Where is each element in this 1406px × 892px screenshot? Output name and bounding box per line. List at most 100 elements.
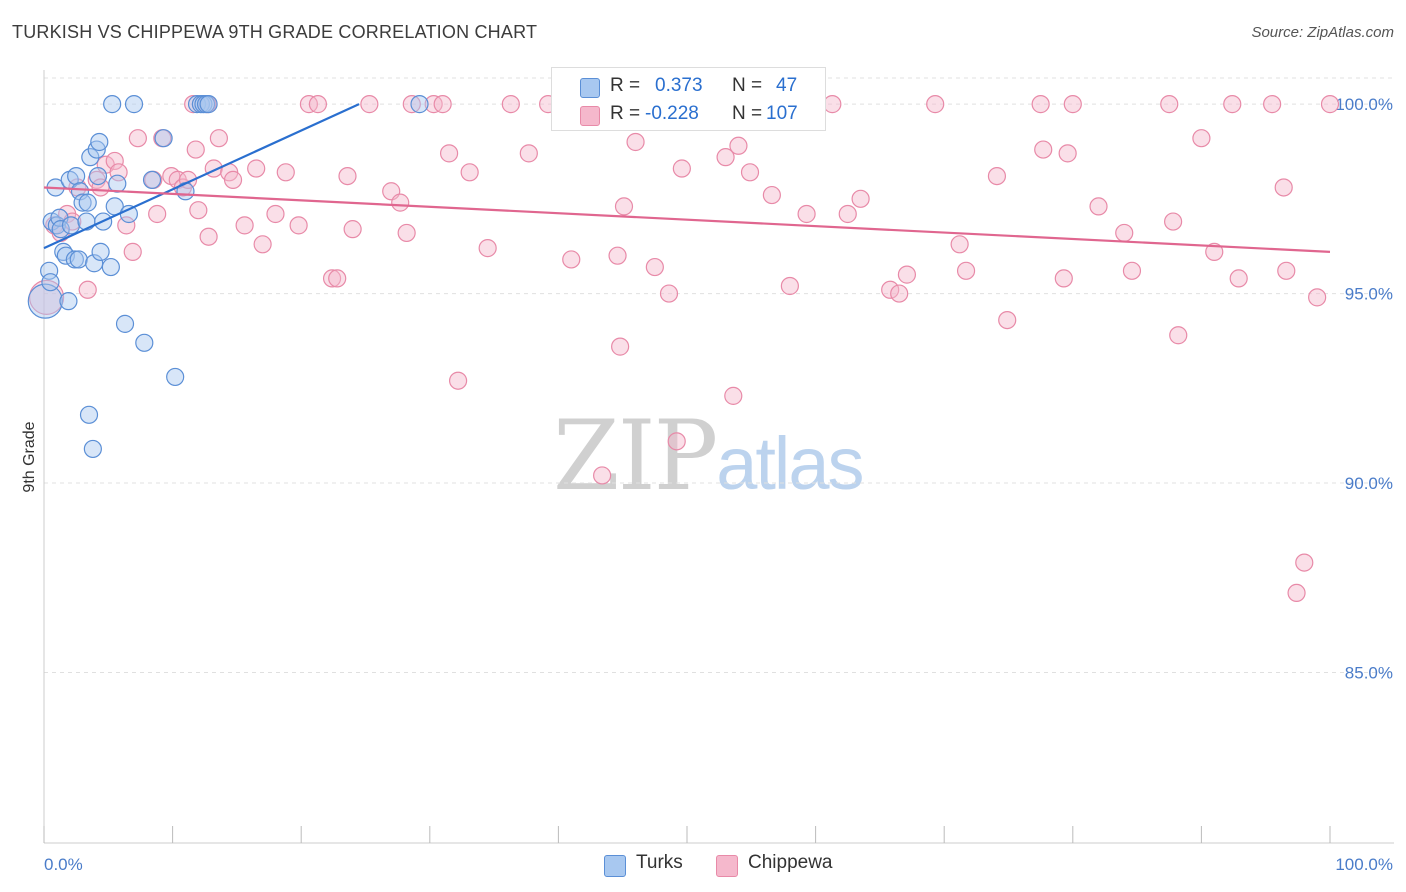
chippewa-point <box>593 466 612 485</box>
chippewa-point <box>611 337 630 356</box>
legend-swatch-chippewa <box>580 106 600 126</box>
turks-point <box>91 242 110 261</box>
chippewa-point <box>614 197 634 216</box>
chippewa-point <box>1263 95 1282 114</box>
chippewa-point <box>716 148 735 167</box>
chippewa-point <box>1031 95 1050 114</box>
chippewa-point <box>562 250 581 269</box>
chippewa-point <box>1205 242 1224 261</box>
chippewa-point <box>322 269 342 288</box>
legend-row-turks: R = 0.373 N = 47 <box>552 73 825 101</box>
y-tick-label: 85.0% <box>1345 663 1393 682</box>
chippewa-point <box>199 227 218 246</box>
legend-n-label: N = <box>732 103 763 124</box>
chippewa-point <box>247 159 266 178</box>
legend-swatch-chippewa <box>716 855 738 877</box>
series-legend: Turks Chippewa <box>0 852 1406 878</box>
y-tick-label: 95.0% <box>1345 285 1393 304</box>
turks-point <box>124 95 144 114</box>
x-tick-label: 0.0% <box>44 855 83 874</box>
chippewa-point <box>823 95 842 114</box>
chippewa-point <box>672 159 691 178</box>
chippewa-point <box>519 144 538 163</box>
chippewa-point <box>460 163 479 182</box>
chippewa-point <box>659 284 679 303</box>
y-tick-label: 100.0% <box>1335 95 1393 114</box>
y-tick-label: 90.0% <box>1345 474 1393 493</box>
turks-point <box>90 132 109 152</box>
chippewa-point <box>1277 261 1296 280</box>
chippewa-point <box>123 242 142 261</box>
chippewa-point <box>1122 261 1142 280</box>
chippewa-point <box>235 216 254 235</box>
chippewa-point <box>448 371 468 390</box>
turks-point <box>65 250 84 269</box>
chart-source: Source: ZipAtlas.com <box>1251 24 1394 41</box>
chippewa-point <box>253 235 272 254</box>
legend-swatch-turks <box>580 78 600 98</box>
chippewa-point <box>397 223 416 243</box>
chippewa-point <box>128 129 147 148</box>
chippewa-point <box>1034 140 1053 159</box>
chippewa-point <box>439 144 459 163</box>
chippewa-point <box>402 95 421 114</box>
turks-point <box>61 216 81 235</box>
y-axis-label: 9th Grade <box>21 421 38 492</box>
legend-r-value: 0.373 <box>655 75 703 96</box>
turks-point <box>83 439 102 459</box>
chippewa-point <box>890 284 909 303</box>
chippewa-point <box>762 185 781 205</box>
chippewa-point <box>1274 178 1293 197</box>
turks-point <box>81 148 100 167</box>
stats-legend: R = 0.373 N = 47 R = -0.228 N = 107 <box>551 67 826 131</box>
chippewa-point <box>1287 583 1306 603</box>
chippewa-point <box>289 216 308 235</box>
turks-point <box>135 333 154 352</box>
turks-point <box>199 95 218 114</box>
chippewa-point <box>608 246 627 265</box>
chippewa-point <box>881 280 900 299</box>
chippewa-point <box>343 220 362 239</box>
legend-n-label: N = <box>732 75 763 96</box>
chippewa-point <box>851 189 870 208</box>
chippewa-point <box>1063 95 1082 114</box>
turks-point <box>67 166 86 186</box>
chippewa-point <box>1058 144 1077 163</box>
chippewa-point <box>276 163 295 182</box>
chippewa-point <box>1229 269 1248 288</box>
turks-point <box>115 314 135 333</box>
chippewa-point <box>189 201 208 220</box>
chippewa-point <box>223 170 243 189</box>
turks-point <box>27 283 63 319</box>
turks-point <box>103 95 122 114</box>
chippewa-point <box>338 166 357 186</box>
turks-point <box>59 292 78 311</box>
chippewa-trend-line <box>43 186 1331 253</box>
chippewa-point <box>956 261 976 280</box>
chippewa-point <box>1164 212 1183 231</box>
turks-point <box>51 220 70 239</box>
chippewa-point <box>998 310 1017 330</box>
turks-trend-line <box>43 103 360 250</box>
chippewa-point <box>1320 95 1340 114</box>
chippewa-point <box>926 95 945 114</box>
chippewa-point <box>626 132 645 152</box>
legend-r-label: R = <box>610 103 641 124</box>
turks-point <box>88 166 108 186</box>
turks-point <box>73 193 92 212</box>
turks-point <box>154 129 173 148</box>
chippewa-point <box>1115 223 1134 243</box>
legend-r-value: -0.228 <box>645 103 699 124</box>
legend-swatch-turks <box>604 855 626 877</box>
chippewa-point <box>1295 553 1314 572</box>
turks-point <box>101 257 120 277</box>
chippewa-point <box>105 151 124 171</box>
chippewa-point <box>1054 269 1073 288</box>
watermark: ZIPatlas <box>553 400 865 512</box>
chippewa-point <box>266 204 285 224</box>
turks-point <box>119 204 138 224</box>
turks-point <box>142 170 162 189</box>
chart-title: TURKISH VS CHIPPEWA 9TH GRADE CORRELATIO… <box>12 22 538 42</box>
chippewa-point <box>391 193 410 212</box>
